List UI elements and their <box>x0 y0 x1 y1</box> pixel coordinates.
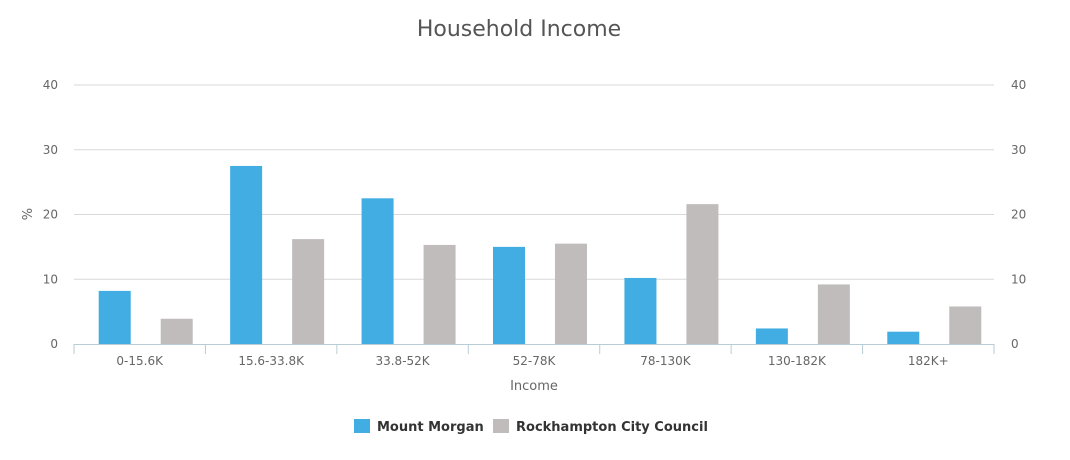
chart-title: Household Income <box>417 17 621 42</box>
y-tick-label-left: 30 <box>43 143 58 157</box>
bar-mount-morgan <box>230 165 263 344</box>
bar-rockhampton-city-council <box>292 239 325 344</box>
bar-mount-morgan <box>98 290 131 344</box>
x-tick-label: 52-78K <box>513 354 557 368</box>
right-y-axis: 0 10 20 30 40 <box>1011 78 1026 351</box>
x-tick-label: 130-182K <box>768 354 827 368</box>
bar-mount-morgan <box>493 246 525 344</box>
y-tick-label-right: 40 <box>1011 78 1026 92</box>
bar-rockhampton-city-council <box>160 318 193 344</box>
legend: Mount Morgan Rockhampton City Council <box>354 419 708 435</box>
x-tick-label: 33.8-52K <box>375 354 430 368</box>
bar-rockhampton-city-council <box>949 306 982 344</box>
legend-label: Rockhampton City Council <box>516 420 708 435</box>
legend-swatch <box>354 419 370 433</box>
bar-mount-morgan <box>755 328 788 344</box>
bar-rockhampton-city-council <box>817 284 850 344</box>
bars <box>98 165 982 344</box>
bar-rockhampton-city-council <box>555 243 587 344</box>
y-tick-label-right: 20 <box>1011 208 1026 222</box>
y-axis-title: % <box>21 208 36 220</box>
y-tick-label-left: 10 <box>43 272 58 286</box>
bar-rockhampton-city-council <box>423 244 456 344</box>
left-y-axis: 0 10 20 30 40 <box>43 78 58 351</box>
legend-swatch <box>493 419 509 433</box>
y-tick-label-left: 20 <box>43 208 58 222</box>
legend-label: Mount Morgan <box>377 420 484 435</box>
x-axis: 0-15.6K 15.6-33.8K 33.8-52K 52-78K 78-130K 13… <box>73 344 995 368</box>
y-tick-label-right: 30 <box>1011 143 1026 157</box>
legend-item[interactable]: Rockhampton City Council <box>493 419 708 435</box>
x-tick-label: 78-130K <box>640 354 692 368</box>
y-tick-label-left: 40 <box>43 78 58 92</box>
x-tick-label: 15.6-33.8K <box>238 354 305 368</box>
bar-mount-morgan <box>624 277 657 344</box>
x-tick-label: 182K+ <box>908 354 949 368</box>
y-tick-label-right: 10 <box>1011 272 1026 286</box>
bar-mount-morgan <box>887 331 920 344</box>
legend-item[interactable]: Mount Morgan <box>354 419 484 435</box>
gridlines <box>74 84 994 280</box>
bar-mount-morgan <box>361 198 394 344</box>
x-axis-title: Income <box>510 379 558 394</box>
x-tick-label: 0-15.6K <box>116 354 164 368</box>
y-tick-label-right: 0 <box>1011 337 1019 351</box>
bar-rockhampton-city-council <box>686 204 719 344</box>
y-tick-label-left: 0 <box>50 337 58 351</box>
